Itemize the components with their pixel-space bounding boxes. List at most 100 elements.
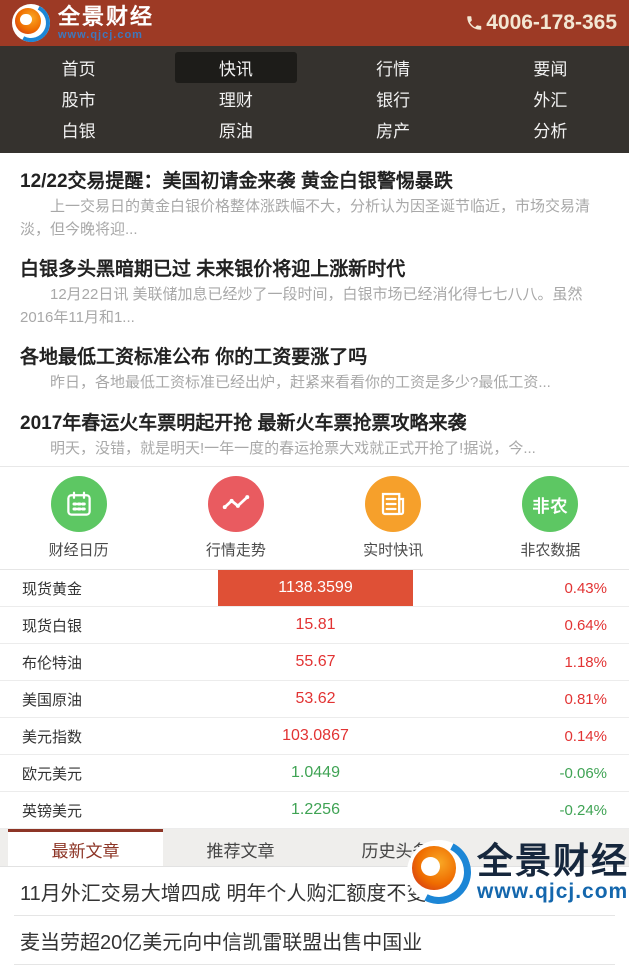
market-row[interactable]: 美元指数 103.0867 0.14% bbox=[0, 718, 629, 755]
news-item: 12/22交易提醒：美国初请金来袭 黄金白银警惕暴跌 上一交易日的黄金白银价格整… bbox=[20, 155, 609, 243]
market-value: 53.62 bbox=[295, 690, 336, 707]
list-item[interactable]: 麦当劳超20亿美元向中信凯雷联盟出售中国业 bbox=[14, 916, 615, 965]
news-item: 白银多头黑暗期已过 未来银价将迎上涨新时代 12月22日讯 美联储加息已经炒了一… bbox=[20, 243, 609, 331]
quick-link-label: 行情走势 bbox=[205, 542, 266, 559]
quick-link[interactable]: 实时快讯 bbox=[315, 476, 472, 560]
market-value: 15.81 bbox=[295, 616, 336, 633]
news-item: 2017年春运火车票明起开抢 最新火车票抢票攻略来袭 明天，没错，就是明天!一年… bbox=[20, 397, 609, 463]
news-summary: 明天，没错，就是明天!一年一度的春运抢票大戏就正式开抢了!据说，今... bbox=[50, 439, 536, 457]
tab[interactable]: 最新文章 bbox=[8, 829, 163, 866]
nav-item-label: 要闻 bbox=[533, 60, 568, 79]
trend-chart-icon bbox=[222, 495, 250, 510]
quick-link-circle bbox=[207, 476, 264, 532]
quick-link-label: 实时快讯 bbox=[363, 542, 424, 559]
nav-item-label: 首页 bbox=[61, 60, 96, 79]
market-value: 55.67 bbox=[295, 653, 336, 670]
quick-link-circle bbox=[365, 476, 422, 532]
nav-item-label: 快讯 bbox=[174, 52, 297, 83]
nav-item[interactable]: 外汇 bbox=[472, 83, 629, 114]
market-row[interactable]: 欧元美元 1.0449 -0.06% bbox=[0, 755, 629, 792]
tab[interactable]: 历史头条 bbox=[318, 829, 473, 866]
nav-item[interactable]: 理财 bbox=[157, 83, 314, 114]
news-title[interactable]: 2017年春运火车票明起开抢 最新火车票抢票攻略来袭 bbox=[20, 412, 467, 434]
tab-bar: 最新文章 推荐文章 历史头条 bbox=[0, 829, 629, 867]
quick-link[interactable]: 行情走势 bbox=[157, 476, 314, 560]
nav-item[interactable]: 股市 bbox=[0, 83, 157, 114]
market-change: 0.43% bbox=[564, 579, 607, 597]
market-name: 现货黄金 bbox=[22, 580, 83, 598]
nav-item-label: 白银 bbox=[61, 122, 96, 141]
main-nav: 首页 快讯 行情 要闻 股市 理财 银行 外汇 白银 原油 房产 分析 bbox=[0, 46, 629, 153]
nav-item-label: 外汇 bbox=[533, 91, 568, 110]
market-row[interactable]: 布伦特油 55.67 1.18% bbox=[0, 644, 629, 681]
nav-item[interactable]: 原油 bbox=[157, 114, 314, 145]
market-change: 0.81% bbox=[564, 690, 607, 708]
news-title[interactable]: 白银多头黑暗期已过 未来银价将迎上涨新时代 bbox=[20, 259, 406, 280]
market-name: 布伦特油 bbox=[22, 654, 83, 672]
tab-label: 最新文章 bbox=[51, 841, 120, 861]
news-feed: 12/22交易提醒：美国初请金来袭 黄金白银警惕暴跌 上一交易日的黄金白银价格整… bbox=[0, 153, 629, 466]
quick-link-circle: 非农 bbox=[522, 476, 579, 532]
market-change: 0.14% bbox=[564, 727, 607, 745]
nonfarm-icon: 非农 bbox=[532, 496, 569, 516]
market-row[interactable]: 现货白银 15.81 0.64% bbox=[0, 607, 629, 644]
market-value: 1138.3599 bbox=[218, 570, 413, 606]
quick-link-circle bbox=[50, 476, 107, 532]
article-list: 11月外汇交易大增四成 明年个人购汇额度不变 麦当劳超20亿美元向中信凯雷联盟出… bbox=[0, 867, 629, 965]
nav-item-label: 股市 bbox=[61, 91, 96, 110]
nav-item-label: 分析 bbox=[533, 122, 568, 141]
nav-item[interactable]: 银行 bbox=[315, 83, 472, 114]
news-title[interactable]: 12/22交易提醒：美国初请金来袭 黄金白银警惕暴跌 bbox=[20, 171, 453, 192]
market-value: 1.0449 bbox=[291, 764, 340, 781]
quick-link[interactable]: 财经日历 bbox=[0, 476, 157, 560]
market-row[interactable]: 英镑美元 1.2256 -0.24% bbox=[0, 792, 629, 829]
brand-url: www.qjcj.com bbox=[58, 28, 143, 41]
nav-item[interactable]: 房产 bbox=[315, 114, 472, 145]
market-name: 现货白银 bbox=[22, 617, 83, 635]
brand-text: 全景财经 www.qjcj.com bbox=[58, 3, 155, 41]
nav-item-label: 行情 bbox=[376, 60, 411, 79]
brand-name: 全景财经 bbox=[58, 3, 155, 29]
market-row[interactable]: 现货黄金 1138.3599 0.43% bbox=[0, 570, 629, 607]
market-name: 英镑美元 bbox=[22, 802, 83, 820]
market-table: 现货黄金 1138.3599 0.43% 现货白银 15.81 0.64% 布伦… bbox=[0, 569, 629, 829]
market-name: 美元指数 bbox=[22, 728, 83, 746]
quick-link-label: 财经日历 bbox=[48, 542, 109, 559]
quick-link-label: 非农数据 bbox=[520, 542, 581, 559]
market-name: 欧元美元 bbox=[22, 765, 83, 783]
phone-icon bbox=[467, 16, 482, 30]
nav-item[interactable]: 首页 bbox=[0, 52, 157, 83]
nav-item[interactable]: 快讯 bbox=[157, 52, 314, 83]
market-change: -0.24% bbox=[559, 801, 607, 819]
brand-logo[interactable]: 全景财经 www.qjcj.com bbox=[7, 0, 155, 47]
market-change: -0.06% bbox=[559, 764, 607, 782]
market-change: 0.64% bbox=[564, 616, 607, 634]
nav-item-label: 原油 bbox=[218, 122, 253, 141]
tab-label: 历史头条 bbox=[361, 841, 430, 861]
calendar-icon bbox=[66, 491, 91, 516]
tab-label: 推荐文章 bbox=[206, 841, 275, 861]
nav-item[interactable]: 分析 bbox=[472, 114, 629, 145]
nav-item-label: 银行 bbox=[376, 91, 411, 110]
news-title[interactable]: 各地最低工资标准公布 你的工资要涨了吗 bbox=[20, 347, 368, 368]
market-name: 美国原油 bbox=[22, 691, 83, 709]
market-change: 1.18% bbox=[564, 653, 607, 671]
quick-link[interactable]: 非农 非农数据 bbox=[472, 476, 629, 560]
nav-item-label: 房产 bbox=[376, 122, 411, 141]
market-value: 1.2256 bbox=[291, 801, 340, 818]
nav-item[interactable]: 要闻 bbox=[472, 52, 629, 83]
news-item: 各地最低工资标准公布 你的工资要涨了吗 昨日，各地最低工资标准已经出炉，赶紧来看… bbox=[20, 331, 609, 397]
phone-number-text: 4006-178-365 bbox=[486, 11, 617, 34]
phone-number[interactable]: 4006-178-365 bbox=[465, 11, 617, 35]
tab[interactable]: 推荐文章 bbox=[163, 829, 318, 866]
market-value: 103.0867 bbox=[282, 727, 349, 744]
nav-item[interactable]: 白银 bbox=[0, 114, 157, 145]
market-row[interactable]: 美国原油 53.62 0.81% bbox=[0, 681, 629, 718]
app-header: 全景财经 www.qjcj.com 4006-178-365 bbox=[0, 0, 629, 47]
nav-item-label: 理财 bbox=[218, 91, 253, 110]
news-summary: 12月22日讯 美联储加息已经炒了一段时间，白银市场已经消化得七七八八。虽然20… bbox=[20, 286, 583, 326]
list-item[interactable]: 11月外汇交易大增四成 明年个人购汇额度不变 bbox=[14, 867, 615, 916]
news-summary: 昨日，各地最低工资标准已经出炉，赶紧来看看你的工资是多少?最低工资... bbox=[50, 374, 551, 391]
nav-item[interactable]: 行情 bbox=[315, 52, 472, 83]
quick-links: 财经日历 bbox=[0, 466, 629, 569]
